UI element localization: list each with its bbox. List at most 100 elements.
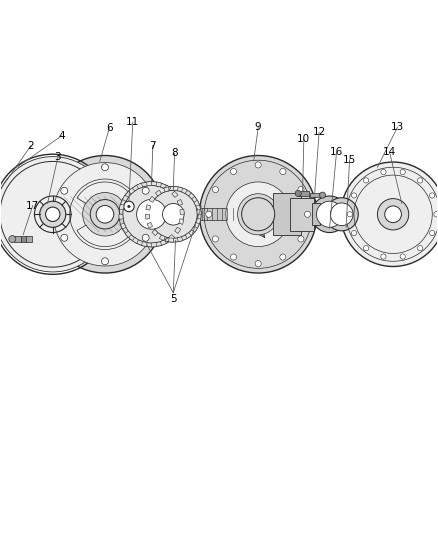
Circle shape (400, 254, 405, 259)
Polygon shape (152, 230, 158, 236)
Polygon shape (137, 183, 143, 189)
Polygon shape (145, 214, 150, 219)
Polygon shape (146, 205, 151, 210)
Text: 4: 4 (58, 131, 65, 141)
Circle shape (61, 235, 68, 241)
Circle shape (280, 254, 286, 260)
Text: 7: 7 (149, 141, 156, 150)
Circle shape (46, 156, 164, 273)
Circle shape (320, 192, 325, 198)
Circle shape (255, 261, 261, 266)
Bar (311, 193, 322, 197)
Polygon shape (177, 237, 183, 241)
Text: 11: 11 (126, 117, 139, 127)
Circle shape (378, 199, 409, 230)
Polygon shape (156, 182, 162, 187)
Circle shape (381, 169, 386, 175)
Circle shape (298, 236, 304, 242)
Circle shape (53, 163, 157, 266)
Polygon shape (159, 235, 165, 240)
Circle shape (96, 205, 114, 223)
Polygon shape (179, 219, 184, 224)
Circle shape (311, 196, 348, 232)
Circle shape (381, 254, 386, 259)
Circle shape (317, 201, 343, 228)
Circle shape (330, 203, 353, 225)
Polygon shape (160, 240, 166, 245)
Circle shape (212, 236, 219, 242)
Text: 17: 17 (26, 200, 39, 211)
Circle shape (351, 193, 357, 198)
Bar (184, 208, 245, 220)
Text: 9: 9 (255, 122, 261, 132)
Circle shape (162, 204, 184, 225)
Polygon shape (164, 187, 169, 192)
Circle shape (237, 193, 279, 235)
Circle shape (417, 246, 423, 251)
Text: 8: 8 (171, 148, 178, 158)
Circle shape (230, 168, 237, 175)
Text: 10: 10 (297, 134, 311, 144)
Circle shape (298, 187, 304, 192)
Circle shape (199, 156, 317, 273)
Polygon shape (192, 226, 198, 232)
Polygon shape (149, 196, 155, 203)
Polygon shape (120, 223, 126, 229)
Polygon shape (177, 199, 183, 205)
Circle shape (385, 206, 402, 223)
Circle shape (347, 212, 352, 217)
Text: 5: 5 (170, 294, 177, 304)
Circle shape (145, 187, 201, 242)
Text: 12: 12 (312, 127, 326, 138)
Circle shape (351, 230, 357, 236)
Circle shape (242, 198, 275, 231)
Polygon shape (169, 235, 175, 241)
Circle shape (341, 162, 438, 266)
Polygon shape (152, 243, 157, 247)
Circle shape (142, 187, 149, 194)
Wedge shape (77, 225, 133, 247)
Bar (26, 236, 32, 242)
Circle shape (83, 192, 127, 237)
Polygon shape (172, 191, 178, 197)
Text: 16: 16 (330, 148, 343, 157)
Polygon shape (169, 238, 173, 242)
Text: 15: 15 (343, 155, 356, 165)
Bar (290, 198, 314, 231)
Circle shape (102, 258, 109, 265)
Bar (21, 236, 27, 242)
Polygon shape (146, 182, 152, 186)
Bar (298, 191, 309, 196)
Polygon shape (125, 231, 131, 237)
Circle shape (417, 178, 423, 183)
Circle shape (230, 254, 237, 260)
Circle shape (304, 211, 311, 217)
Circle shape (127, 205, 130, 208)
Circle shape (430, 193, 435, 198)
Circle shape (46, 207, 60, 221)
Circle shape (434, 212, 438, 217)
Circle shape (325, 198, 358, 231)
Circle shape (212, 187, 219, 192)
Circle shape (137, 199, 166, 229)
Circle shape (206, 211, 212, 217)
Circle shape (364, 178, 369, 183)
Circle shape (295, 190, 301, 197)
Polygon shape (194, 200, 199, 206)
Circle shape (9, 236, 16, 243)
Circle shape (142, 235, 149, 241)
Polygon shape (196, 219, 201, 224)
Circle shape (149, 190, 197, 238)
Polygon shape (197, 209, 201, 214)
Polygon shape (132, 238, 138, 244)
Circle shape (255, 162, 261, 168)
Circle shape (61, 187, 68, 194)
Polygon shape (123, 195, 128, 201)
Circle shape (40, 201, 66, 228)
Circle shape (226, 182, 290, 247)
Text: 2: 2 (28, 141, 34, 150)
Circle shape (124, 201, 134, 212)
Circle shape (102, 164, 109, 171)
Circle shape (430, 230, 435, 236)
Polygon shape (128, 188, 134, 194)
